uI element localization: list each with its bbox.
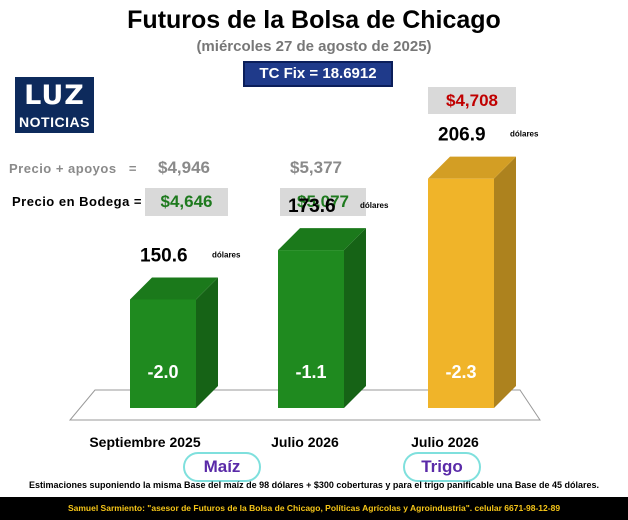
- bodega-value-jul2026: $5,077: [280, 188, 366, 216]
- x-tick-label: Julio 2026: [271, 434, 339, 450]
- precio-bodega-label: Precio en Bodega =: [12, 194, 143, 209]
- value-label: 150.6: [140, 245, 188, 266]
- apoyos-value-sep2025: $4,946: [158, 158, 210, 177]
- value-unit-label: dólares: [212, 250, 241, 259]
- bar-label: -2.0: [147, 362, 178, 382]
- group-label-maiz: Maíz: [183, 452, 261, 482]
- bodega-value-sep2025: $4,646: [145, 188, 228, 216]
- bar: [428, 178, 494, 408]
- bar-top: [428, 156, 516, 179]
- bar-label: -1.1: [295, 362, 326, 382]
- value-unit-label: dólares: [360, 201, 389, 210]
- tc-fix-badge: TC Fix = 18.6912: [243, 61, 393, 87]
- bar: [130, 299, 196, 408]
- value-label: 206.9: [438, 125, 486, 146]
- bar-top: [278, 228, 366, 251]
- credit-bar: Samuel Sarmiento: "asesor de Futuros de …: [0, 497, 628, 520]
- page-title: Futuros de la Bolsa de Chicago: [127, 6, 501, 34]
- precio-apoyos-label: Precio + apoyos =: [9, 161, 137, 176]
- logo-subtitle: NOTICIAS: [19, 114, 90, 130]
- x-tick-label: Septiembre 2025: [89, 434, 201, 450]
- logo-wordmark: LUZ: [24, 80, 85, 111]
- value-label: 173.6: [288, 196, 336, 217]
- bar-side: [196, 277, 218, 408]
- bars-group: -2.0 150.6 dólares -1.1 173.6 dólares -2.3 206.…: [130, 125, 539, 408]
- value-unit-label: dólares: [510, 130, 539, 139]
- bar-top: [130, 277, 218, 300]
- luz-noticias-logo: LUZ NOTICIAS: [15, 77, 94, 133]
- footnote: Estimaciones suponiendo la misma Base de…: [29, 480, 599, 490]
- page-subtitle: (miércoles 27 de agosto de 2025): [196, 38, 432, 55]
- bar: [278, 250, 344, 408]
- apoyos-value-jul2026: $5,377: [290, 158, 342, 177]
- x-tick-label: Julio 2026: [411, 434, 479, 450]
- bar-side: [494, 156, 516, 408]
- bar-label: -2.3: [445, 362, 476, 382]
- bar-side: [344, 228, 366, 408]
- trigo-price-box: $4,708: [428, 87, 516, 114]
- group-label-trigo: Trigo: [403, 452, 481, 482]
